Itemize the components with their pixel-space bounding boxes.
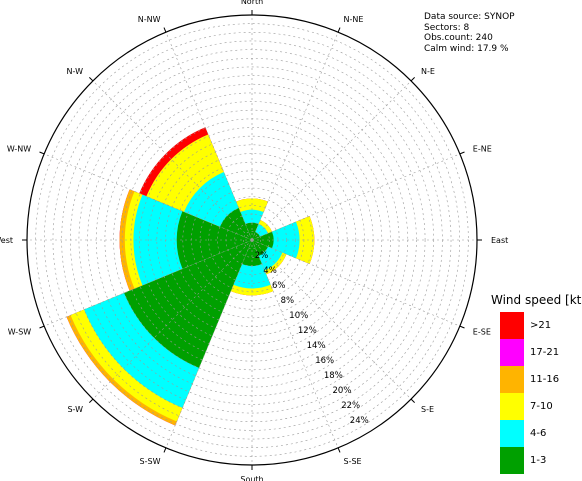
calm-wind-text: Calm wind: 17.9 % [424,43,509,54]
tick-mark [39,151,45,155]
radial-tick-label: 20% [333,386,352,396]
legend-label: 7-10 [530,401,553,412]
grid-circle [217,205,287,275]
spoke-n-e [251,80,412,241]
radial-tick-label: 8% [281,296,295,306]
legend-label: 11-16 [530,374,560,385]
tick-mark [459,325,465,329]
tick-mark [337,447,341,453]
legend-label: 17-21 [530,347,560,358]
sectors-text: Sectors: 8 [424,22,470,33]
tick-mark [39,325,45,329]
legend-swatch [500,366,524,393]
grid-circle [78,66,426,414]
tick-mark [89,77,94,82]
radial-tick-label: 10% [289,311,308,321]
wedge-west-1-3 [176,211,252,269]
grid-circle [147,135,357,345]
chart-info: Data source: SYNOP Sectors: 8 Obs.count:… [424,12,515,54]
tick-mark [459,151,465,155]
radial-tick-label: 6% [272,281,286,291]
direction-label: N-W [67,67,84,76]
tick-mark [410,398,415,403]
wedge-south-1-3 [242,240,262,266]
direction-label: W-NW [7,145,31,154]
radial-tick-label: 16% [315,356,334,366]
tick-mark [410,77,415,82]
legend-swatch [500,393,524,420]
direction-label: N-NW [138,15,161,24]
grid-circle [208,196,296,284]
wedge-east-4-6 [252,221,300,259]
legend-swatch [500,312,524,339]
direction-label: South [240,475,263,481]
direction-label: N-NE [344,15,364,24]
data-source-text: Data source: SYNOP [424,12,515,22]
legend-swatch [500,447,524,474]
radial-tick-label: 12% [298,326,317,336]
tick-mark [163,27,167,33]
grid-circle [44,32,460,448]
legend-swatch [500,339,524,366]
direction-label: W-SW [8,328,32,337]
grid-circle [139,127,365,353]
radial-tick-label: 22% [341,401,360,411]
grid-circle [104,92,400,388]
radial-tick-label: 14% [307,341,326,351]
direction-label: S-SE [344,457,362,466]
legend-swatch [500,420,524,447]
grid-circle [113,101,391,379]
direction-label: E-SE [473,328,491,337]
direction-label: S-W [67,405,83,414]
spoke-e-ne [251,153,460,241]
direction-label: S-SW [140,457,161,466]
legend-title: Wind speed [kt] [491,293,582,307]
grid-circle [87,75,417,405]
tick-mark [89,398,94,403]
direction-label: N-E [421,67,435,76]
grid-circle [121,109,383,371]
direction-label: North [241,0,263,6]
grid-circle [234,222,270,258]
direction-label: East [491,236,508,245]
grid-circle [243,231,261,249]
radial-tick-label: 2% [255,251,269,261]
radial-tick-label: 4% [263,266,277,276]
legend-label: >21 [530,320,552,331]
direction-label: E-NE [473,145,492,154]
tick-mark [163,447,167,453]
radial-tick-label: 18% [324,371,343,381]
tick-mark [337,27,341,33]
legend-label: 1-3 [530,455,547,466]
grid-circle [52,40,452,440]
grid-circle [173,161,331,319]
radial-tick-label: 24% [350,416,369,426]
grid-circle [182,170,322,310]
direction-label: S-E [421,405,434,414]
legend-label: 4-6 [530,428,547,439]
obs-count-text: Obs.count: 240 [424,33,493,43]
